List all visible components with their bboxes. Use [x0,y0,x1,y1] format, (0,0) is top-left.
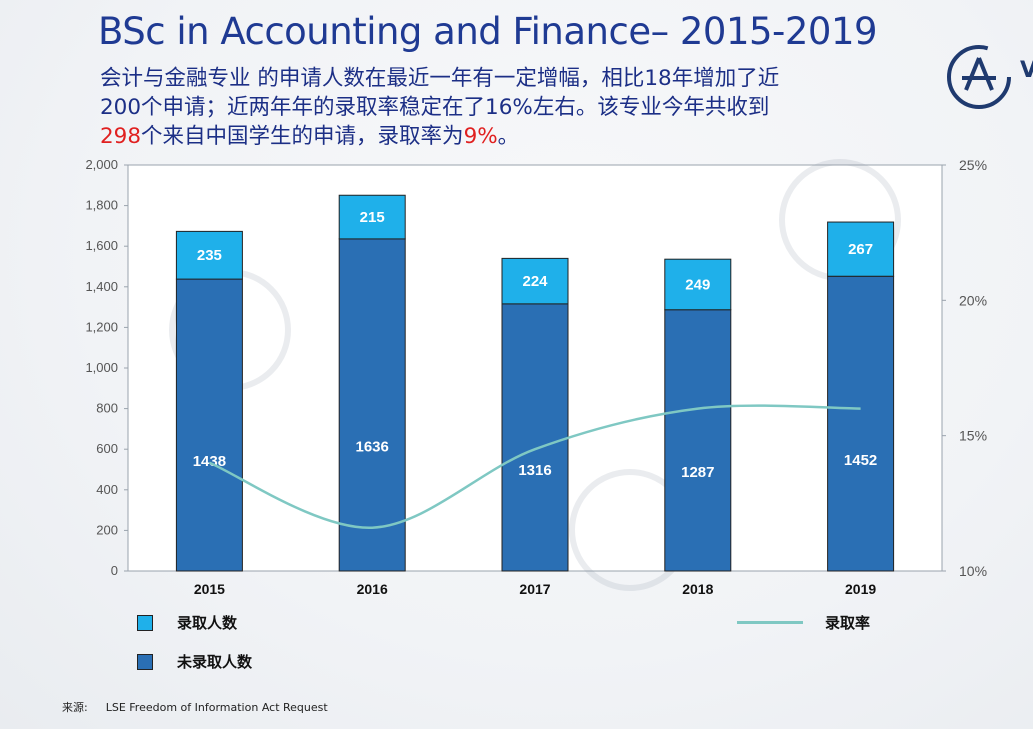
source-label: 来源: [62,701,88,714]
data-label-not-admitted: 1636 [356,438,389,455]
y-left-tick-label: 1,400 [85,279,118,294]
y-axis-left: 0 200 400 600 800 1,000 1,200 1,400 1,600 1,800 2,… [85,157,128,578]
x-tick-label: 2017 [519,581,550,597]
y-left-tick-label: 200 [96,522,118,537]
data-label-not-admitted: 1316 [518,462,551,479]
y-left-tick-label: 1,000 [85,360,118,375]
page-subtitle: 会计与金融专业 的申请人数在最近一年有一定增幅，相比18年增加了近 200个申请… [100,64,900,151]
subtitle-line-2: 200个申请；近两年年的录取率稳定在了16%左右。该专业今年共收到 [100,95,770,120]
legend-rate-label: 录取率 [825,614,871,632]
y-left-tick-label: 800 [96,401,118,416]
bar-admitted [664,258,732,311]
y-left-tick-label: 0 [111,563,118,578]
logo-text: V [1020,58,1033,83]
bar-not-admitted [827,275,895,572]
subtitle-highlight-applications: 298 [100,124,142,149]
data-label-not-admitted: 1452 [844,452,877,469]
bar-admitted [175,230,243,280]
legend-rate: 录取率 [737,612,870,633]
subtitle-line-3: 298个来自中国学生的申请，录取率为9%。 [100,122,900,151]
bar-not-admitted [175,278,243,572]
legend-not-admitted-label: 未录取人数 [177,653,253,671]
legend-admitted-label: 录取人数 [177,614,238,632]
legend-not-admitted: 未录取人数 [137,651,252,672]
subtitle-end: 。 [497,124,520,149]
admissions-chart: 0 200 400 600 800 1,000 1,200 1,400 1,600 1,800 2,… [85,157,987,597]
legend-not-admitted-swatch [137,653,153,670]
data-label-admitted: 249 [685,276,710,293]
bar-admitted [827,221,895,277]
data-label-admitted: 267 [848,241,873,258]
bar-not-admitted [664,309,732,572]
y-right-tick-label: 20% [959,292,987,308]
data-label-admitted: 215 [360,209,385,226]
subtitle-text: 个来自中国学生的申请，录取率为 [141,124,464,149]
bar-not-admitted [338,238,406,572]
source-text: LSE Freedom of Information Act Request [105,701,328,714]
legend-rate-swatch [737,621,803,624]
subtitle-highlight-rate: 9% [463,124,498,149]
data-label-admitted: 224 [522,273,548,290]
bar-admitted [338,194,406,240]
page-title: BSc in Accounting and Finance– 2015-2019 [98,10,878,53]
y-left-tick-label: 1,600 [85,238,118,253]
y-left-tick-label: 600 [96,441,118,456]
y-left-tick-label: 2,000 [85,157,118,172]
admission-rate-line [208,404,861,529]
vision-academy-logo-icon [947,45,1011,109]
x-tick-label: 2015 [194,581,225,597]
source-note: 来源: LSE Freedom of Information Act Reques… [62,699,328,715]
x-axis-labels: 2015 2016 2017 2018 2019 [194,581,877,597]
y-left-tick-label: 400 [96,482,118,497]
y-left-tick-label: 1,800 [85,198,118,213]
y-right-tick-label: 10% [959,563,987,579]
legend-admitted: 录取人数 [137,612,237,633]
x-tick-label: 2016 [357,581,388,597]
y-left-tick-label: 1,200 [85,319,118,334]
data-label-admitted: 235 [197,247,222,264]
bar-not-admitted [501,303,569,572]
x-tick-label: 2018 [682,581,713,597]
x-tick-label: 2019 [845,581,876,597]
y-right-tick-label: 25% [959,157,987,173]
subtitle-line-1: 会计与金融专业 的申请人数在最近一年有一定增幅，相比18年增加了近 [100,66,780,91]
legend-admitted-swatch [137,614,153,631]
bar-admitted [501,257,569,305]
y-axis-right: 10% 15% 20% 25% [942,157,987,579]
y-right-tick-label: 15% [959,428,987,444]
data-label-not-admitted: 1287 [681,464,714,481]
